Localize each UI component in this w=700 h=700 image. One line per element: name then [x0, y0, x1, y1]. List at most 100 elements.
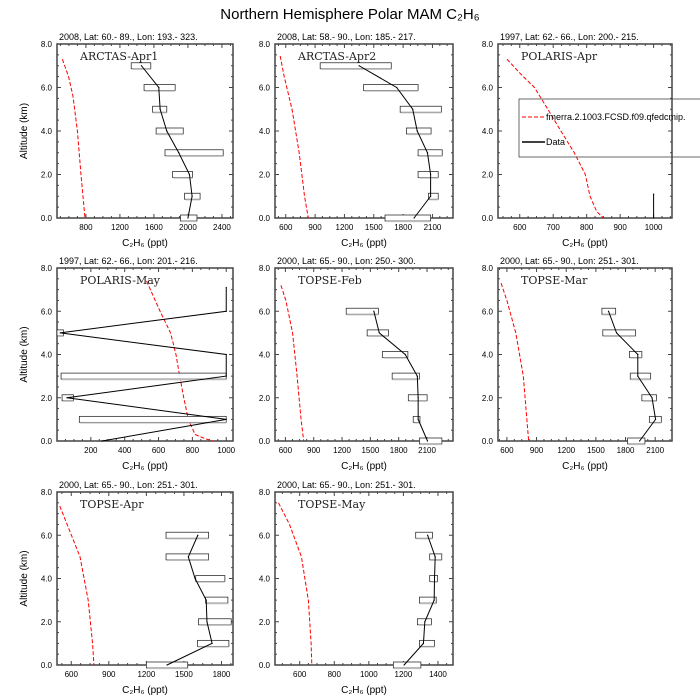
data-range-box	[629, 372, 652, 380]
y-tick-label: 8.0	[482, 264, 494, 273]
data-point	[433, 577, 436, 580]
plot-frame	[274, 491, 454, 666]
data-range-box	[363, 84, 419, 91]
data-range-box	[399, 105, 442, 113]
y-tick-label: 8.0	[41, 40, 53, 49]
data-range-box	[419, 437, 443, 445]
y-tick-label: 8.0	[41, 264, 53, 273]
data-point	[426, 152, 429, 154]
x-tick-label: 1200	[395, 670, 413, 679]
data-point	[378, 332, 380, 334]
data-point	[424, 621, 426, 623]
data-range-box	[627, 437, 646, 445]
data-range-box	[164, 149, 224, 157]
x-tick-label: 900	[530, 446, 544, 455]
x-tick-label: 1500	[361, 446, 379, 455]
y-tick-label: 8.0	[259, 264, 271, 273]
panel-header: 2008, Lat: 58.- 90., Lon: 185.- 217.	[277, 32, 416, 42]
y-tick-label: 4.0	[41, 127, 53, 136]
y-tick-label: 2.0	[482, 394, 494, 403]
data-mean-line	[358, 65, 432, 219]
x-tick-label: 600	[500, 446, 514, 455]
x-tick-label: 900	[307, 446, 321, 455]
data-point	[404, 353, 406, 356]
data-point	[225, 286, 227, 289]
y-tick-label: 0.0	[482, 437, 494, 446]
data-point	[140, 65, 143, 67]
x-tick-label: 1000	[645, 223, 663, 232]
data-point	[159, 108, 161, 110]
x-tick-label: 900	[102, 670, 116, 679]
data-mean-line	[141, 65, 193, 219]
data-point	[413, 217, 415, 219]
panel-header: 2000, Lat: 65.- 90., Lon: 251.- 301.	[500, 256, 639, 266]
y-tick-label: 0.0	[259, 437, 271, 446]
x-tick-label: 600	[152, 446, 166, 455]
data-point	[433, 599, 435, 601]
y-tick-label: 0.0	[482, 214, 494, 223]
data-point	[197, 534, 199, 536]
panel-topse-mar: 2000, Lat: 65.- 90., Lon: 251.- 301. TOPS…	[482, 256, 673, 472]
x-tick-label: 1200	[333, 446, 351, 455]
y-tick-label: 0.0	[259, 214, 271, 223]
y-tick-label: 6.0	[482, 84, 494, 93]
y-tick-label: 4.0	[259, 127, 271, 136]
data-range-box	[406, 127, 432, 135]
model-curve	[279, 55, 309, 219]
data-point	[194, 577, 196, 580]
model-curve	[500, 282, 530, 442]
y-tick-label: 8.0	[41, 488, 53, 497]
x-axis-label: C₂H₆ (ppt)	[562, 238, 608, 249]
data-point	[615, 332, 618, 334]
panel-header: 1997, Lat: 62.- 66., Lon: 200.- 215.	[500, 32, 639, 42]
data-point	[188, 173, 191, 176]
y-tick-label: 6.0	[259, 307, 271, 316]
campaign-label: ARCTAS-Apr2	[297, 50, 376, 63]
y-tick-label: 4.0	[41, 351, 53, 360]
x-tick-label: 1800	[390, 446, 408, 455]
data-point	[225, 353, 227, 356]
model-curve	[61, 59, 86, 219]
y-tick-label: 2.0	[41, 618, 53, 627]
y-tick-label: 6.0	[41, 84, 53, 93]
y-tick-label: 8.0	[482, 40, 494, 49]
x-tick-label: 2000	[179, 223, 197, 232]
x-tick-label: 2100	[646, 446, 664, 455]
x-tick-label: 2400	[213, 223, 231, 232]
data-point	[652, 217, 655, 219]
data-point	[358, 65, 360, 67]
y-axis-label: Altitude (km)	[19, 103, 30, 159]
x-tick-label: 1800	[213, 670, 231, 679]
plot-frame	[274, 267, 454, 442]
data-point	[426, 534, 429, 536]
data-point	[417, 397, 419, 399]
y-axis-label: Altitude (km)	[19, 326, 30, 382]
x-tick-label: 900	[308, 223, 322, 232]
y-tick-label: 0.0	[259, 661, 271, 670]
data-point	[654, 418, 657, 420]
data-range-box	[198, 618, 232, 626]
data-point	[101, 440, 103, 442]
data-range-box	[195, 575, 226, 582]
x-axis-label: C₂H₆ (ppt)	[122, 461, 168, 472]
campaign-label: TOPSE-Apr	[80, 498, 144, 511]
plot-frame	[497, 267, 673, 442]
data-range-box	[78, 415, 227, 423]
campaign-label: TOPSE-Feb	[298, 274, 362, 287]
y-tick-label: 4.0	[41, 575, 53, 584]
y-tick-label: 2.0	[259, 394, 271, 403]
model-curve	[146, 280, 214, 442]
y-tick-label: 6.0	[41, 307, 53, 316]
data-range-box	[319, 62, 392, 70]
campaign-label: TOPSE-May	[298, 498, 366, 511]
data-range-box	[429, 575, 439, 582]
x-tick-label: 600	[293, 670, 307, 679]
x-axis-label: C₂H₆ (ppt)	[122, 238, 168, 249]
legend-data-label: Data	[546, 137, 565, 147]
x-tick-label: 1200	[111, 223, 129, 232]
x-tick-label: 1800	[394, 223, 412, 232]
data-point	[158, 86, 160, 89]
data-point	[416, 130, 418, 132]
panel-header: 2008, Lat: 60.- 89., Lon: 193.- 323.	[59, 32, 198, 42]
data-point	[225, 310, 227, 312]
